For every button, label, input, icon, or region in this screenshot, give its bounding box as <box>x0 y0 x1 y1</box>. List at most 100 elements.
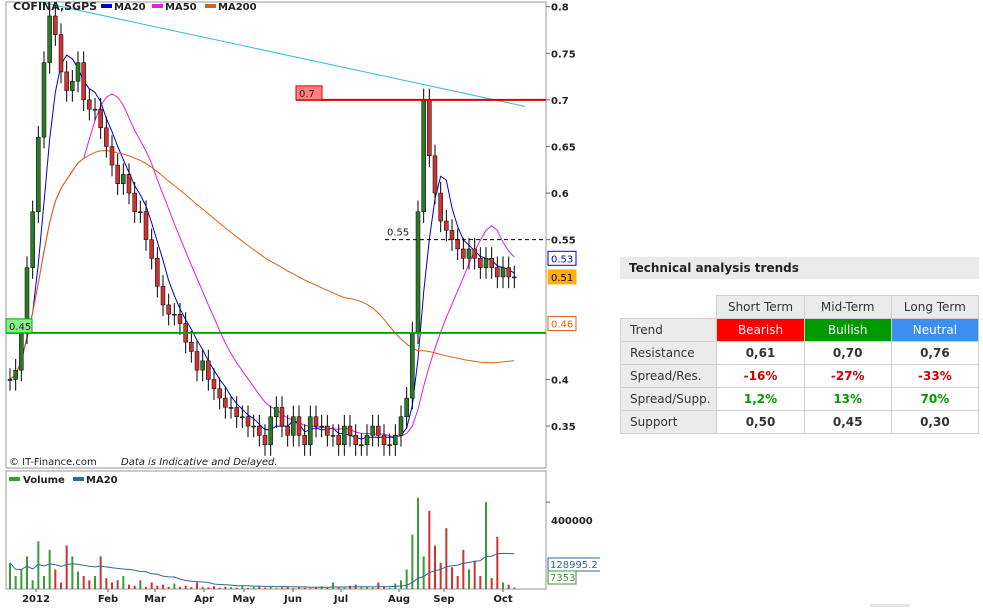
volume-bar <box>43 575 45 589</box>
column-mid-term: Mid-Term <box>803 295 892 319</box>
volume-bar <box>128 584 130 589</box>
candle-body <box>75 62 81 82</box>
legend-label-volume: Volume <box>23 475 65 486</box>
candle-body <box>325 425 330 436</box>
trends-header-blank <box>620 295 717 319</box>
trend-long-badge: Neutral <box>890 318 980 342</box>
volume-bar <box>411 534 414 589</box>
volume-bar <box>162 584 164 589</box>
volume-bar <box>309 587 312 589</box>
candle-body <box>47 15 52 63</box>
candle-body <box>245 416 251 427</box>
candle-body <box>92 108 98 111</box>
candle-body <box>64 71 69 91</box>
volume-ytick-label: 400000 <box>551 516 593 527</box>
volume-bar <box>196 582 198 589</box>
price-marker-label: 0.46 <box>551 320 573 331</box>
row-label-spread-res: Spread/Res. <box>619 364 718 388</box>
volume-bar <box>462 549 465 589</box>
volume-bar <box>383 586 385 589</box>
candle-body <box>223 397 228 408</box>
xtick-label: Sep <box>433 594 454 605</box>
volume-bar <box>485 502 487 589</box>
volume-bar <box>9 562 11 589</box>
candle-body <box>455 239 460 250</box>
volume-bar <box>468 569 470 589</box>
candle-body <box>296 416 302 436</box>
candle-body <box>41 62 47 138</box>
candle-body <box>81 62 86 101</box>
candle-body <box>13 369 18 380</box>
volume-bar <box>417 497 419 589</box>
volume-bar <box>445 528 448 589</box>
volume-bar <box>133 585 136 589</box>
candle-body <box>206 360 211 380</box>
volume-bar <box>184 585 187 589</box>
volume-marker-label: 128995.2 <box>550 560 598 571</box>
legend-swatch-ma200 <box>205 4 216 8</box>
level-label: 0.55 <box>387 228 409 239</box>
level-label: 0.45 <box>9 322 31 333</box>
volume-bar <box>303 587 306 589</box>
xtick-label: Mar <box>144 594 166 605</box>
volume-bar <box>252 586 255 589</box>
volume-bar <box>82 575 85 589</box>
candle-body <box>478 258 483 268</box>
volume-bar <box>31 580 34 589</box>
candle-body <box>483 258 489 268</box>
volume-bar <box>201 586 204 589</box>
candle-body <box>359 444 364 446</box>
candle-body <box>194 351 200 371</box>
volume-bar <box>371 587 374 589</box>
candle-body <box>126 174 132 194</box>
volume-bar <box>14 575 17 589</box>
volume-bar <box>405 569 408 589</box>
candle-body <box>70 80 75 91</box>
candle-body <box>449 230 455 240</box>
legend-swatch-ma50 <box>152 4 163 8</box>
candle-body <box>319 425 324 428</box>
row-label-trend: Trend <box>619 318 718 342</box>
column-long-term: Long Term <box>890 295 980 319</box>
volume-bar <box>326 587 329 589</box>
spread-supp-long: 70% <box>890 387 980 411</box>
ytick-label: 0.65 <box>551 142 576 153</box>
volume-bar <box>145 586 147 589</box>
candle-body <box>30 211 35 268</box>
spread-supp-row: Spread/Supp. 1,2% 13% 70% <box>619 387 980 411</box>
candle-body <box>274 407 279 417</box>
ytick-label: 0.4 <box>551 375 569 386</box>
footer-divider <box>870 604 910 607</box>
ytick-label: 0.7 <box>551 96 569 107</box>
ma-line-ma200 <box>9 150 515 380</box>
volume-bar <box>156 585 159 589</box>
chart-title: COFINA,SGPS <box>13 0 97 13</box>
candle-body <box>393 435 398 445</box>
candle-body <box>489 258 494 268</box>
candle-body <box>404 397 409 417</box>
xtick-label: 2012 <box>22 594 50 605</box>
level-label: 0.7 <box>299 89 315 100</box>
volume-bar <box>451 567 453 589</box>
candle-body <box>330 435 336 437</box>
volume-bar <box>235 587 238 589</box>
price-marker-label: 0.51 <box>551 273 573 284</box>
volume-bar <box>218 587 221 589</box>
candle-body <box>155 258 160 287</box>
legend-label-ma50: MA50 <box>165 2 197 13</box>
volume-bar <box>456 575 459 589</box>
candle-body <box>308 416 313 445</box>
volume-bar <box>224 586 227 589</box>
volume-bar <box>190 587 193 589</box>
volume-bar <box>377 582 380 589</box>
candle-body <box>381 435 387 445</box>
trends-title: Technical analysis trends <box>620 257 979 279</box>
volume-bar <box>167 586 170 589</box>
volume-bar <box>428 510 431 589</box>
volume-bar <box>439 562 442 589</box>
volume-bar <box>292 587 295 589</box>
ytick-label: 0.8 <box>551 3 569 14</box>
column-short-term: Short Term <box>716 295 805 319</box>
ma-line-ma50 <box>9 93 515 438</box>
volume-bar <box>105 578 108 589</box>
